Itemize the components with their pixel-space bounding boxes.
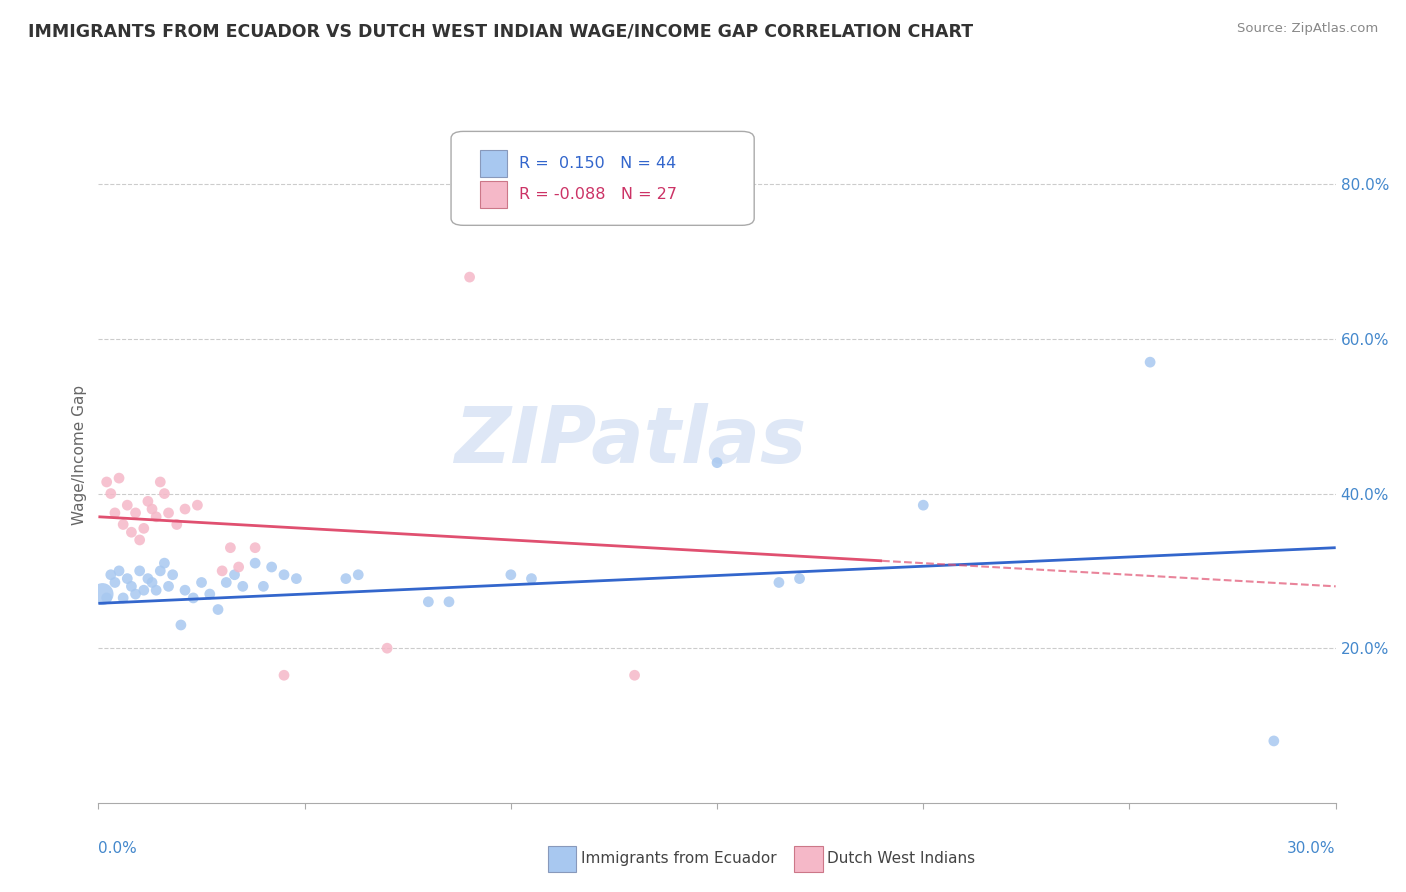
Point — [273, 668, 295, 682]
Text: R = -0.088   N = 27: R = -0.088 N = 27 — [519, 187, 678, 202]
Text: R =  0.150   N = 44: R = 0.150 N = 44 — [519, 156, 676, 171]
Point — [190, 575, 212, 590]
Point — [1263, 734, 1285, 748]
Point — [132, 583, 155, 598]
Point — [141, 502, 163, 516]
Text: Immigrants from Ecuador: Immigrants from Ecuador — [581, 852, 776, 866]
Point — [418, 595, 440, 609]
Point — [96, 475, 118, 489]
Point — [252, 579, 274, 593]
Point — [347, 567, 370, 582]
Point — [162, 567, 184, 582]
Point — [149, 475, 172, 489]
Point — [912, 498, 935, 512]
Point — [243, 541, 266, 555]
Point — [120, 525, 142, 540]
Point — [100, 486, 122, 500]
Point — [499, 567, 522, 582]
Point — [211, 564, 233, 578]
Point — [207, 602, 229, 616]
Point — [108, 471, 131, 485]
Point — [219, 541, 242, 555]
Point — [1139, 355, 1161, 369]
Text: IMMIGRANTS FROM ECUADOR VS DUTCH WEST INDIAN WAGE/INCOME GAP CORRELATION CHART: IMMIGRANTS FROM ECUADOR VS DUTCH WEST IN… — [28, 22, 973, 40]
Point — [136, 572, 159, 586]
Point — [174, 502, 197, 516]
FancyBboxPatch shape — [451, 131, 754, 226]
Point — [335, 572, 357, 586]
Point — [228, 560, 250, 574]
Point — [128, 533, 150, 547]
Bar — [479, 181, 506, 208]
Point — [437, 595, 460, 609]
Point — [117, 498, 139, 512]
Text: 30.0%: 30.0% — [1288, 841, 1336, 856]
Text: ZIPatlas: ZIPatlas — [454, 403, 807, 479]
Text: Source: ZipAtlas.com: Source: ZipAtlas.com — [1237, 22, 1378, 36]
Point — [198, 587, 221, 601]
Point — [141, 575, 163, 590]
Point — [104, 575, 127, 590]
Point — [458, 270, 481, 285]
Point — [124, 506, 146, 520]
Point — [153, 556, 176, 570]
Point — [117, 572, 139, 586]
Point — [157, 506, 180, 520]
Point — [104, 506, 127, 520]
Point — [285, 572, 308, 586]
Y-axis label: Wage/Income Gap: Wage/Income Gap — [72, 384, 87, 525]
Text: Dutch West Indians: Dutch West Indians — [827, 852, 974, 866]
Point — [112, 517, 135, 532]
Point — [375, 641, 398, 656]
Point — [136, 494, 159, 508]
Point — [224, 567, 246, 582]
Point — [789, 572, 811, 586]
Point — [124, 587, 146, 601]
Point — [108, 564, 131, 578]
Point — [120, 579, 142, 593]
Point — [132, 521, 155, 535]
Point — [623, 668, 645, 682]
Point — [768, 575, 790, 590]
Point — [174, 583, 197, 598]
Point — [215, 575, 238, 590]
Text: 0.0%: 0.0% — [98, 841, 138, 856]
Point — [181, 591, 204, 605]
Point — [232, 579, 254, 593]
Point — [128, 564, 150, 578]
Point — [260, 560, 283, 574]
Point — [145, 583, 167, 598]
Point — [186, 498, 208, 512]
Point — [157, 579, 180, 593]
Point — [520, 572, 543, 586]
Point — [100, 567, 122, 582]
Point — [96, 591, 118, 605]
Point — [166, 517, 188, 532]
Point — [112, 591, 135, 605]
Point — [243, 556, 266, 570]
Point — [145, 509, 167, 524]
Point — [149, 564, 172, 578]
Point — [91, 587, 114, 601]
Point — [170, 618, 193, 632]
Bar — [479, 150, 506, 177]
Point — [706, 456, 728, 470]
Point — [273, 567, 295, 582]
Point — [153, 486, 176, 500]
